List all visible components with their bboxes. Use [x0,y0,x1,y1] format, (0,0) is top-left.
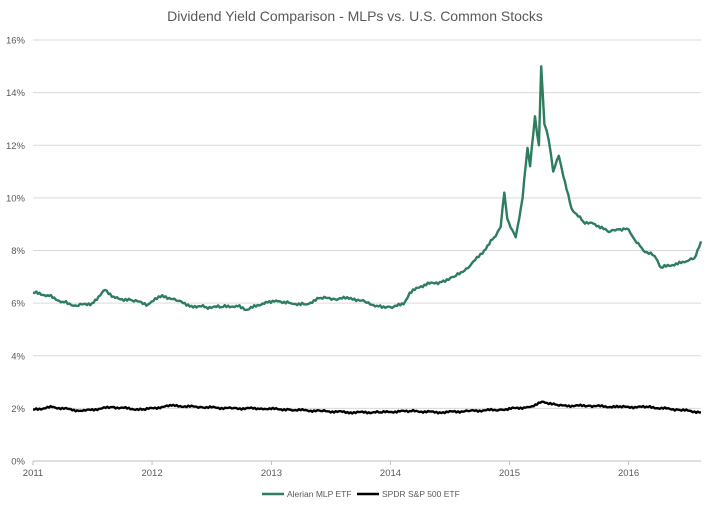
x-tick-label: 2014 [380,468,401,479]
y-tick-label: 16% [6,36,26,47]
legend-label: SPDR S&P 500 ETF [382,489,460,499]
y-tick-label: 8% [11,246,25,257]
y-tick-label: 12% [6,141,26,152]
x-axis-ticks: 2011 2012 2013 2014 2015 2016 [23,461,639,479]
series-lines [32,65,703,415]
y-tick-label: 10% [6,193,26,204]
y-tick-label: 0% [11,457,25,468]
chart-title: Dividend Yield Comparison - MLPs vs. U.S… [167,8,543,24]
x-tick-label: 2013 [261,468,282,479]
legend: Alerian MLP ETF SPDR S&P 500 ETF [262,489,460,499]
series-line-alerian-mlp-etf [32,65,703,312]
x-tick-label: 2016 [618,468,639,479]
series-line-spdr-sp-500-etf [32,400,702,415]
y-tick-label: 14% [6,88,26,99]
legend-label: Alerian MLP ETF [287,489,352,499]
y-tick-label: 4% [11,351,25,362]
y-tick-label: 2% [11,404,25,415]
y-axis-ticks: 0% 2% 4% 6% 8% 10% 12% 14% 16% [6,36,26,468]
x-tick-label: 2012 [141,468,162,479]
gridlines [33,39,701,462]
y-tick-label: 6% [11,299,25,310]
x-tick-label: 2011 [23,468,43,479]
x-tick-label: 2015 [499,468,520,479]
